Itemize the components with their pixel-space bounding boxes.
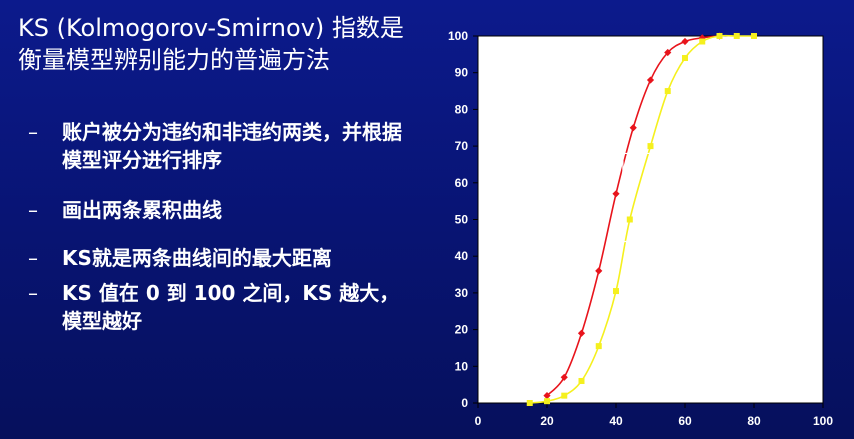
- x-tick-label: 60: [678, 414, 692, 428]
- y-tick-label: 40: [455, 249, 469, 263]
- series-1: [543, 32, 724, 400]
- data-point: [561, 392, 568, 399]
- data-point: [626, 216, 633, 223]
- data-point: [612, 190, 620, 198]
- series-line: [546, 35, 720, 397]
- y-tick-label: 50: [455, 213, 469, 227]
- y-tick-label: 80: [455, 102, 469, 116]
- bullet-item: – 画出两条累积曲线: [28, 196, 402, 224]
- bullet-item: – KS就是两条曲线间的最大距离: [28, 244, 402, 272]
- y-tick-label: 60: [455, 176, 469, 190]
- x-tick-label: 80: [747, 414, 761, 428]
- y-tick-label: 0: [461, 396, 468, 410]
- bullet-dash: –: [28, 198, 38, 222]
- series-2: [526, 33, 757, 406]
- slide-title: KS (Kolmogorov-Smirnov) 指数是衡量模型辨别能力的普遍方法: [18, 14, 404, 74]
- data-point: [560, 373, 568, 381]
- ks-chart: 0 10 20 30 40 50 60 70 80 90 100 0 20 40 60 80 100 KS: [448, 29, 833, 428]
- data-point: [613, 288, 619, 295]
- y-tick-label: 90: [455, 66, 469, 80]
- y-tick-label: 30: [455, 286, 469, 300]
- y-tick-label: 70: [455, 139, 469, 153]
- data-point: [595, 267, 603, 275]
- bullet-item: – KS 值在 0 到 100 之间，KS 越大，模型越好: [28, 279, 402, 335]
- data-point: [647, 143, 654, 150]
- data-point: [751, 33, 757, 39]
- x-tick-label: 100: [813, 414, 833, 428]
- data-point: [595, 343, 602, 350]
- data-point: [526, 400, 533, 406]
- data-point: [664, 88, 671, 95]
- data-point: [543, 392, 551, 400]
- data-point: [716, 33, 723, 39]
- data-point: [577, 329, 586, 337]
- data-point: [733, 33, 740, 39]
- y-axis: 0 10 20 30 40 50 60 70 80 90 100: [448, 29, 478, 410]
- x-tick-label: 40: [609, 414, 623, 428]
- bullet-dash: –: [28, 120, 38, 144]
- data-point: [544, 398, 550, 405]
- x-tick-label: 20: [540, 414, 554, 428]
- y-tick-label: 100: [448, 29, 468, 43]
- data-point: [646, 76, 655, 84]
- y-tick-label: 10: [455, 359, 469, 373]
- ks-label: KS: [673, 190, 691, 205]
- bullet-text: 画出两条累积曲线: [62, 198, 222, 222]
- bullet-text: 账户被分为违约和非违约两类，并根据模型评分进行排序: [62, 120, 402, 172]
- y-tick-label: 20: [455, 323, 469, 337]
- bullet-text: KS就是两条曲线间的最大距离: [62, 246, 332, 270]
- bullet-item: – 账户被分为违约和非违约两类，并根据模型评分进行排序: [28, 118, 402, 174]
- bullet-text: KS 值在 0 到 100 之间，KS 越大，模型越好: [62, 281, 400, 333]
- bullet-dash: –: [28, 281, 38, 305]
- ks-arrow-down-head: [677, 231, 686, 241]
- data-point: [681, 37, 689, 46]
- data-point: [578, 377, 585, 384]
- ks-arrow-up-head: [677, 154, 686, 164]
- plot-area: [477, 35, 824, 404]
- data-point: [699, 38, 706, 45]
- x-tick-label: 0: [475, 414, 482, 428]
- ks-annotation: KS: [622, 152, 720, 243]
- bullet-dash: –: [28, 246, 38, 270]
- series-layer: [526, 32, 757, 406]
- data-point: [629, 124, 637, 132]
- data-point: [682, 55, 688, 62]
- x-axis: 0 20 40 60 80 100: [475, 403, 833, 428]
- data-point: [664, 48, 672, 57]
